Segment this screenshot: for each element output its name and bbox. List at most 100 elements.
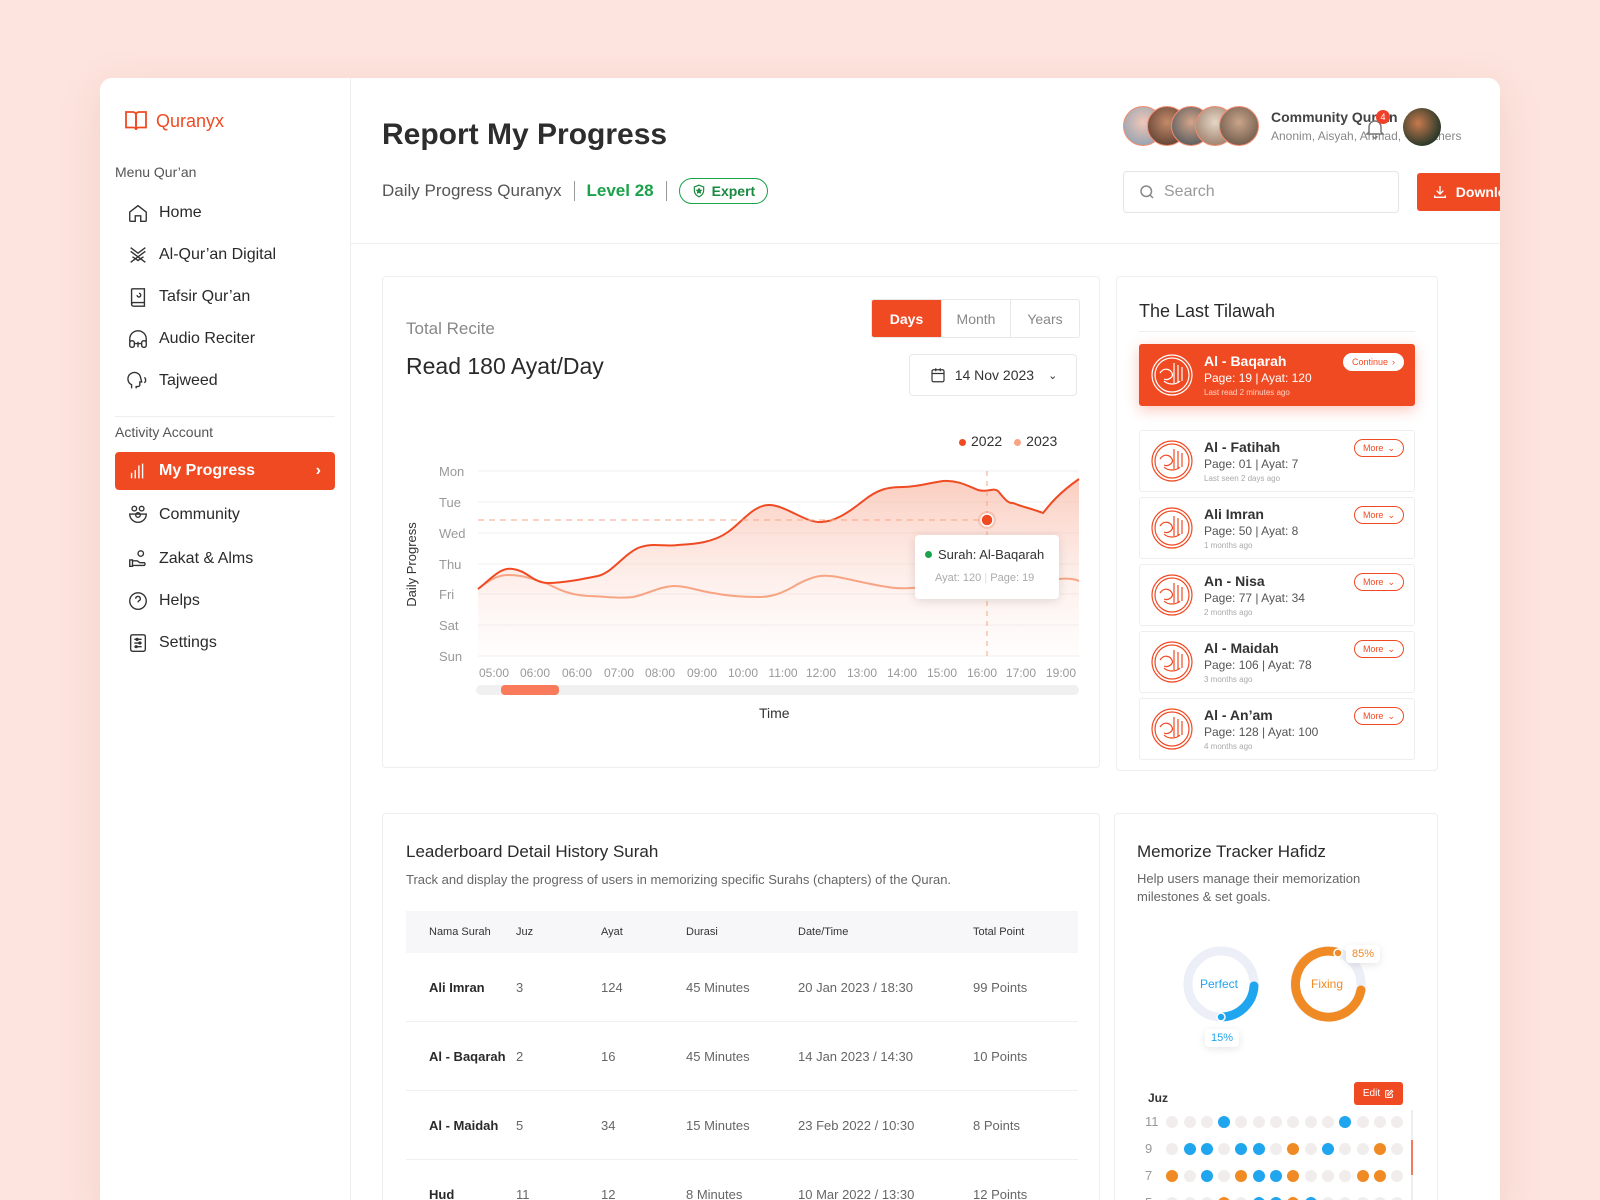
- empty-dot[interactable]: [1218, 1169, 1231, 1182]
- table-row[interactable]: Al - Baqarah 2 16 45 Minutes 14 Jan 2023…: [406, 1022, 1078, 1091]
- empty-dot[interactable]: [1391, 1115, 1404, 1128]
- more-button[interactable]: More ⌄: [1353, 573, 1404, 591]
- more-button[interactable]: More ⌄: [1353, 439, 1404, 457]
- perfect-dot[interactable]: [1270, 1196, 1283, 1200]
- logo[interactable]: Quranyx: [124, 110, 224, 132]
- empty-dot[interactable]: [1304, 1115, 1317, 1128]
- more-button[interactable]: More ⌄: [1353, 707, 1404, 725]
- empty-dot[interactable]: [1270, 1115, 1283, 1128]
- fixing-dot[interactable]: [1287, 1142, 1300, 1155]
- tilawah-item[interactable]: Al - Baqarah Page: 19 | Ayat: 120 Last r…: [1139, 344, 1415, 406]
- fixing-dot[interactable]: [1166, 1169, 1179, 1182]
- empty-dot[interactable]: [1252, 1115, 1265, 1128]
- empty-dot[interactable]: [1183, 1169, 1196, 1182]
- empty-dot[interactable]: [1166, 1115, 1179, 1128]
- empty-dot[interactable]: [1339, 1169, 1352, 1182]
- empty-dot[interactable]: [1270, 1142, 1283, 1155]
- table-row[interactable]: Hud 11 12 8 Minutes 10 Mar 2022 / 13:30 …: [406, 1160, 1078, 1200]
- col-header[interactable]: Nama Surah: [429, 926, 491, 938]
- date-picker[interactable]: 14 Nov 2023 ⌄: [909, 354, 1077, 396]
- table-row[interactable]: Ali Imran 3 124 45 Minutes 20 Jan 2023 /…: [406, 953, 1078, 1022]
- fixing-dot[interactable]: [1373, 1142, 1386, 1155]
- perfect-dot[interactable]: [1183, 1142, 1196, 1155]
- user-avatar[interactable]: [1403, 108, 1441, 146]
- fixing-dot[interactable]: [1287, 1196, 1300, 1200]
- empty-dot[interactable]: [1356, 1142, 1369, 1155]
- sidebar-item-tafsir[interactable]: Tafsir Qur’an: [115, 278, 335, 316]
- perfect-dot[interactable]: [1321, 1142, 1334, 1155]
- tab-month[interactable]: Month: [941, 300, 1010, 337]
- community-group[interactable]: Community Qur’an Anonim, Aisyah, Ahmad, …: [1123, 106, 1461, 146]
- empty-dot[interactable]: [1391, 1169, 1404, 1182]
- perfect-dot[interactable]: [1218, 1115, 1231, 1128]
- empty-dot[interactable]: [1200, 1196, 1213, 1200]
- empty-dot[interactable]: [1183, 1115, 1196, 1128]
- perfect-dot[interactable]: [1235, 1142, 1248, 1155]
- empty-dot[interactable]: [1304, 1169, 1317, 1182]
- juz-scrollbar[interactable]: [1411, 1110, 1413, 1200]
- empty-dot[interactable]: [1321, 1115, 1334, 1128]
- tilawah-item[interactable]: Ali Imran Page: 50 | Ayat: 8 1 months ag…: [1139, 497, 1415, 559]
- empty-dot[interactable]: [1304, 1142, 1317, 1155]
- tilawah-item[interactable]: Al - Fatihah Page: 01 | Ayat: 7 Last see…: [1139, 430, 1415, 492]
- perfect-dot[interactable]: [1200, 1169, 1213, 1182]
- edit-button[interactable]: Edit: [1354, 1082, 1403, 1105]
- empty-dot[interactable]: [1321, 1169, 1334, 1182]
- fixing-dot[interactable]: [1373, 1169, 1386, 1182]
- sidebar-item-audio-reciter[interactable]: Audio Reciter: [115, 320, 335, 358]
- sidebar-item-community[interactable]: Community: [115, 496, 335, 534]
- empty-dot[interactable]: [1166, 1142, 1179, 1155]
- fixing-dot[interactable]: [1218, 1196, 1231, 1200]
- tilawah-item[interactable]: Al - An’am Page: 128 | Ayat: 100 4 month…: [1139, 698, 1415, 760]
- continue-button[interactable]: Continue ›: [1342, 353, 1404, 371]
- empty-dot[interactable]: [1321, 1196, 1334, 1200]
- empty-dot[interactable]: [1339, 1142, 1352, 1155]
- tilawah-item[interactable]: Al - Maidah Page: 106 | Ayat: 78 3 month…: [1139, 631, 1415, 693]
- perfect-dot[interactable]: [1252, 1169, 1265, 1182]
- perfect-dot[interactable]: [1270, 1169, 1283, 1182]
- empty-dot[interactable]: [1391, 1196, 1404, 1200]
- search-input[interactable]: [1164, 183, 1364, 201]
- more-button[interactable]: More ⌄: [1353, 640, 1404, 658]
- perfect-dot[interactable]: [1304, 1196, 1317, 1200]
- empty-dot[interactable]: [1391, 1142, 1404, 1155]
- download-log-button[interactable]: Download Log: [1417, 173, 1500, 211]
- empty-dot[interactable]: [1200, 1115, 1213, 1128]
- empty-dot[interactable]: [1183, 1196, 1196, 1200]
- sidebar-item-tajweed[interactable]: Tajweed: [115, 362, 335, 400]
- empty-dot[interactable]: [1235, 1115, 1248, 1128]
- perfect-dot[interactable]: [1252, 1142, 1265, 1155]
- empty-dot[interactable]: [1373, 1115, 1386, 1128]
- sidebar-item-helps[interactable]: Helps: [115, 582, 335, 620]
- col-header[interactable]: Ayat: [601, 926, 623, 938]
- fixing-dot[interactable]: [1356, 1169, 1369, 1182]
- sidebar-item-home[interactable]: Home: [115, 194, 335, 232]
- sidebar-item-my-progress[interactable]: My Progress ›: [115, 452, 335, 490]
- tilawah-item[interactable]: An - Nisa Page: 77 | Ayat: 34 2 months a…: [1139, 564, 1415, 626]
- empty-dot[interactable]: [1339, 1196, 1352, 1200]
- sidebar-item-quran-digital[interactable]: Al-Qur’an Digital: [115, 236, 335, 274]
- col-header[interactable]: Date/Time: [798, 926, 849, 938]
- more-button[interactable]: More ⌄: [1353, 506, 1404, 524]
- empty-dot[interactable]: [1356, 1196, 1369, 1200]
- search-box[interactable]: [1123, 171, 1399, 213]
- fixing-dot[interactable]: [1235, 1169, 1248, 1182]
- perfect-dot[interactable]: [1339, 1115, 1352, 1128]
- tab-days[interactable]: Days: [872, 300, 941, 337]
- sidebar-item-zakat[interactable]: Zakat & Alms: [115, 540, 335, 578]
- empty-dot[interactable]: [1235, 1196, 1248, 1200]
- col-header[interactable]: Durasi: [686, 926, 718, 938]
- empty-dot[interactable]: [1356, 1115, 1369, 1128]
- sidebar-item-settings[interactable]: Settings: [115, 624, 335, 662]
- perfect-dot[interactable]: [1252, 1196, 1265, 1200]
- perfect-dot[interactable]: [1200, 1142, 1213, 1155]
- empty-dot[interactable]: [1287, 1115, 1300, 1128]
- table-row[interactable]: Al - Maidah 5 34 15 Minutes 23 Feb 2022 …: [406, 1091, 1078, 1160]
- col-header[interactable]: Total Point: [973, 926, 1025, 938]
- empty-dot[interactable]: [1373, 1196, 1386, 1200]
- col-header[interactable]: Juz: [516, 926, 534, 938]
- fixing-dot[interactable]: [1287, 1169, 1300, 1182]
- tab-years[interactable]: Years: [1010, 300, 1079, 337]
- empty-dot[interactable]: [1218, 1142, 1231, 1155]
- empty-dot[interactable]: [1166, 1196, 1179, 1200]
